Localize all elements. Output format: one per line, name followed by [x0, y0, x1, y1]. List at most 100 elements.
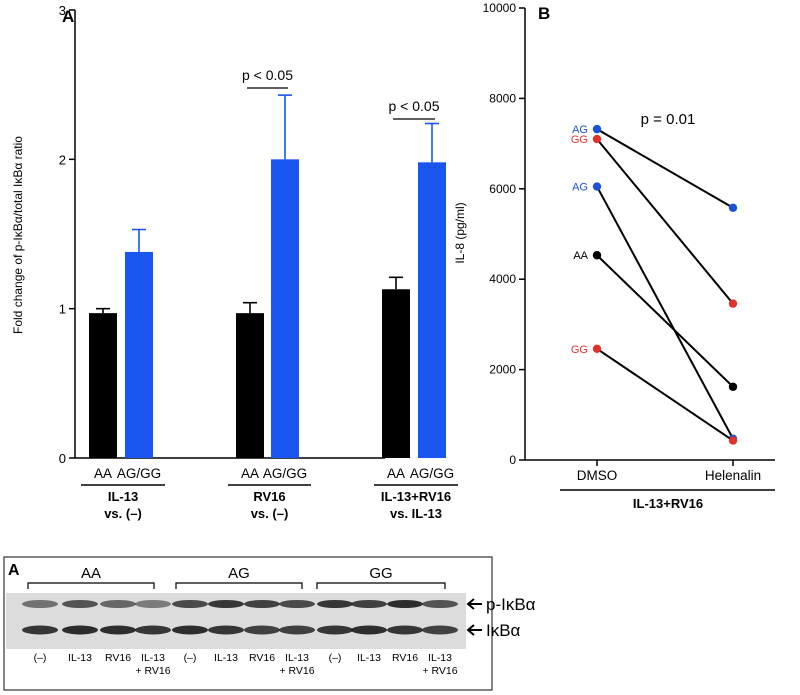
blot-band: [100, 600, 136, 608]
significance-label: p < 0.05: [242, 67, 293, 83]
series-line: [596, 254, 734, 388]
blot-bands: [6, 593, 466, 649]
panel-b-group-label: IL-13+RV16: [633, 496, 703, 511]
series-line: [596, 128, 734, 209]
x-tick-label: AG/GG: [263, 466, 307, 481]
blot-lane-label: + RV16: [135, 665, 170, 677]
series-line: [596, 347, 734, 442]
blot-lane-label: (–): [184, 652, 197, 664]
panel-a-y-tick-label: 2: [59, 152, 66, 167]
blot-band: [422, 625, 458, 635]
panel-b-y-tick-label: 4000: [489, 272, 516, 286]
data-point: [592, 344, 602, 354]
blot-band: [317, 600, 353, 608]
bar: [418, 162, 446, 458]
blot-band: [62, 600, 98, 608]
blot-group-label: AA: [81, 565, 101, 582]
panel-b-y-tick-label: 0: [509, 453, 516, 467]
blot-band: [172, 625, 208, 635]
panel-b-y-tick-label: 8000: [489, 91, 516, 105]
blot-lane-label: IL-13: [357, 652, 381, 664]
blot-band: [22, 600, 58, 608]
blot-lane-label: IL-13: [285, 652, 309, 664]
data-point: [592, 124, 602, 134]
blot-lane-label: IL-13: [68, 652, 92, 664]
x-tick-label: AG/GG: [117, 466, 161, 481]
data-point: [592, 251, 602, 260]
blot-band: [172, 600, 208, 608]
blot-lane-label: + RV16: [279, 665, 314, 677]
panel-b-ylabel: IL-8 (pg/ml): [453, 202, 467, 263]
blot-band: [351, 625, 387, 635]
panel-a-x-labels: AA AG/GG AA AG/GG AA AG/GG IL-13 vs. (–) RV16 vs.…: [81, 466, 458, 521]
blot-lane-label: (–): [34, 652, 47, 664]
series-line: [596, 138, 734, 305]
data-point: [592, 182, 602, 191]
blot-band: [387, 600, 423, 608]
blot-band: [208, 625, 244, 635]
panel-a-axes: 0 1 2 3: [59, 3, 385, 466]
blot-row-label: p-IκBα: [486, 595, 536, 614]
panel-a-y-tick-label: 3: [59, 3, 66, 18]
group-label: IL-13: [108, 489, 138, 504]
group-label: RV16: [253, 489, 285, 504]
panel-b-label: B: [538, 4, 550, 23]
blot-band: [62, 625, 98, 635]
blot-group-bracket: [175, 582, 303, 589]
data-point: [728, 436, 738, 445]
data-point: [728, 382, 738, 391]
blot-band: [135, 600, 171, 608]
panel-b-x-tick-label: DMSO: [577, 468, 618, 483]
blot-row-labels: p-IκBα IκBα: [466, 595, 536, 640]
blot-lane-label: IL-13: [141, 652, 165, 664]
blot-band: [244, 625, 280, 635]
panel-a-bars: [89, 94, 446, 459]
panel-b-axes: 0 2000 4000 6000 8000 10000 DMSO HelenalinIL-13…: [483, 1, 775, 511]
x-tick-label: AG/GG: [410, 466, 454, 481]
bar-chart-panel-a: A Fold change of p-IκBα/total IκBα ratio…: [11, 3, 458, 521]
group-label: vs. IL-13: [390, 506, 442, 521]
blot-band: [100, 625, 136, 635]
blot-band: [279, 600, 315, 608]
series-line: [596, 186, 734, 440]
blot-lane-label: RV16: [105, 652, 131, 664]
bar: [89, 313, 117, 458]
blot-row-label: IκBα: [486, 621, 521, 640]
blot-group-label: GG: [369, 565, 392, 582]
blot-group-label: AG: [228, 565, 250, 582]
blot-lane-label: + RV16: [422, 665, 457, 677]
blot-lane-labels: (–) IL-13 RV16 IL-13+ RV16(–) IL-13 RV16 IL-13…: [34, 652, 458, 677]
panel-b-y-tick-label: 2000: [489, 363, 516, 377]
series-label: AG: [572, 182, 588, 194]
group-label: IL-13+RV16: [381, 489, 451, 504]
data-point: [728, 299, 738, 308]
blot-lane-label: (–): [329, 652, 342, 664]
series-label: AA: [573, 250, 588, 262]
data-point: [728, 203, 738, 212]
series-label: GG: [571, 134, 588, 146]
blot-lane-label: IL-13: [428, 652, 452, 664]
blot-arrow: [466, 598, 482, 610]
blot-group-bracket: [316, 582, 446, 589]
group-label: vs. (–): [251, 506, 289, 521]
blot-band: [22, 625, 58, 635]
blot-band: [208, 600, 244, 608]
blot-band: [317, 625, 353, 635]
blot-band: [387, 625, 423, 635]
x-tick-label: AA: [94, 466, 112, 481]
panel-a-label: A: [62, 7, 74, 26]
blot-panel-label: A: [8, 562, 20, 579]
blot-arrow: [466, 624, 482, 636]
series-label: GG: [571, 344, 588, 356]
group-label: vs. (–): [104, 506, 142, 521]
panel-b-p-value: p = 0.01: [641, 111, 696, 128]
blot-band: [135, 625, 171, 635]
blot-lane-label: RV16: [392, 652, 418, 664]
blot-lane-label: IL-13: [214, 652, 238, 664]
blot-band: [244, 600, 280, 608]
blot-band: [422, 600, 458, 608]
panel-a-annotations: p < 0.05 p < 0.05: [242, 67, 440, 120]
